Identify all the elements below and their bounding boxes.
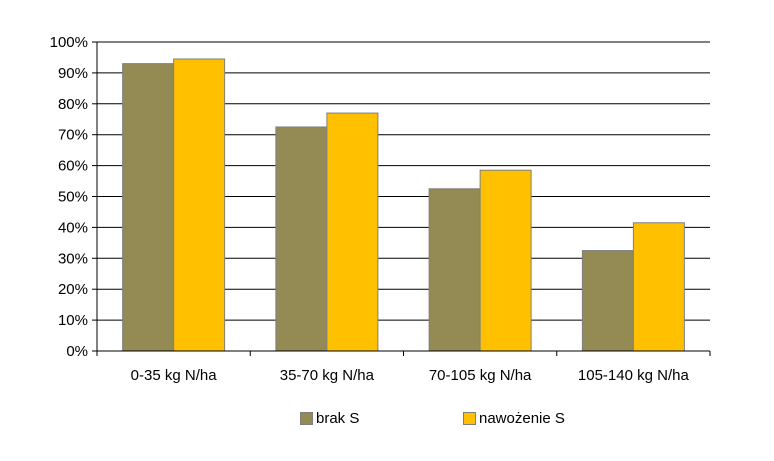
- bar-nawozenie-s: [479, 169, 532, 352]
- x-tick-label: 105-140 kg N/ha: [578, 367, 690, 384]
- x-tick-label: 0-35 kg N/ha: [131, 367, 218, 384]
- legend: brak S nawożenie S: [0, 410, 774, 434]
- bar-nawozenie-s: [326, 112, 379, 352]
- bar-brak-s: [275, 126, 328, 352]
- bars: [122, 58, 685, 352]
- bar-nawozenie-s: [632, 222, 685, 352]
- legend-item-nawozenie-s: nawożenie S: [463, 410, 565, 427]
- x-tick-label: 70-105 kg N/ha: [429, 367, 532, 384]
- bar-brak-s: [581, 250, 634, 352]
- bar-brak-s: [122, 63, 175, 352]
- axes: [92, 41, 711, 356]
- y-tick-label: 10%: [58, 312, 88, 329]
- y-tick-labels: 0% 10% 20% 30% 40% 50% 60% 70% 80% 90% 100%: [50, 34, 88, 360]
- legend-label-brak-s: brak S: [316, 410, 360, 427]
- y-tick-label: 90%: [58, 65, 88, 82]
- y-tick-label: 80%: [58, 96, 88, 113]
- y-tick-label: 0%: [66, 343, 88, 360]
- y-tick-label: 30%: [58, 250, 88, 267]
- legend-swatch-nawozenie-s: [463, 412, 476, 425]
- bar-nawozenie-s: [173, 58, 226, 352]
- y-tick-label: 70%: [58, 127, 88, 144]
- x-tick-labels: 0-35 kg N/ha 35-70 kg N/ha 70-105 kg N/ha 1…: [131, 367, 690, 384]
- y-tick-label: 100%: [50, 34, 88, 51]
- legend-label-nawozenie-s: nawożenie S: [479, 410, 565, 427]
- y-tick-label: 50%: [58, 189, 88, 206]
- x-tick-label: 35-70 kg N/ha: [280, 367, 375, 384]
- legend-item-brak-s: brak S: [300, 410, 359, 427]
- legend-swatch-brak-s: [300, 412, 313, 425]
- bar-brak-s: [428, 188, 481, 352]
- y-tick-label: 40%: [58, 219, 88, 236]
- y-tick-label: 60%: [58, 158, 88, 175]
- y-tick-label: 20%: [58, 281, 88, 298]
